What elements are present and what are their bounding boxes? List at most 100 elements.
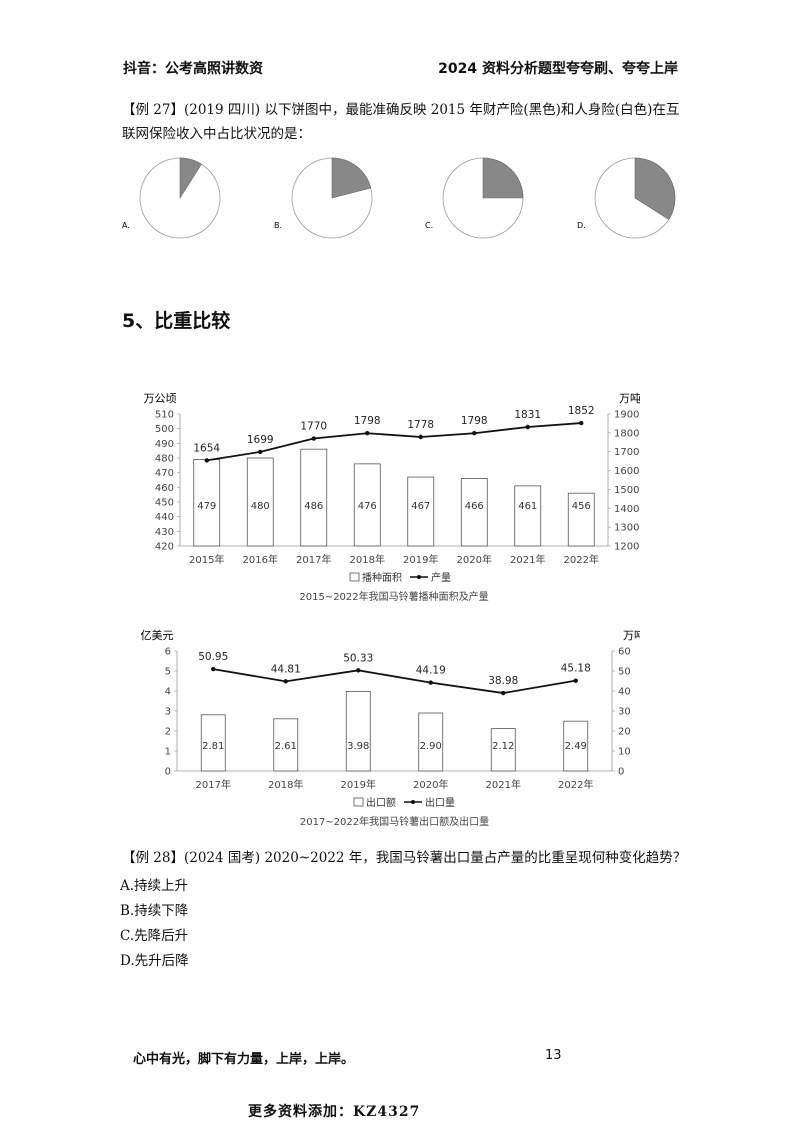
legend-bar-label: 出口额 bbox=[366, 796, 396, 809]
right-tick-label: 30 bbox=[618, 707, 631, 718]
legend-bar-label: 播种面积 bbox=[362, 571, 402, 584]
pie-option-label: B. bbox=[274, 221, 282, 230]
left-tick-label: 500 bbox=[155, 424, 174, 435]
line-value-label: 44.19 bbox=[416, 665, 446, 677]
q27-text-line1: 【例 27】(2019 四川) 以下饼图中，最能准确反映 2015 年财产险(黑… bbox=[122, 102, 680, 118]
pie-options-svg: A. B. C. D. bbox=[122, 157, 676, 239]
right-axis-unit: 万吨 bbox=[623, 629, 640, 642]
category-label: 2021年 bbox=[510, 553, 545, 566]
category-label: 2017年 bbox=[296, 553, 331, 566]
line-point bbox=[365, 431, 370, 436]
right-tick-label: 1700 bbox=[614, 447, 639, 458]
bar-value-label: 480 bbox=[251, 501, 270, 512]
q28-option-b[interactable]: B.持续下降 bbox=[120, 903, 189, 919]
legend-line-label: 产量 bbox=[431, 571, 451, 584]
section-title: 5、比重比较 bbox=[122, 310, 231, 332]
left-tick-label: 510 bbox=[155, 410, 174, 421]
line-point bbox=[525, 424, 530, 430]
bar-2019年 bbox=[407, 476, 435, 547]
bar-2017年 bbox=[300, 448, 328, 547]
right-tick-label: 1600 bbox=[614, 466, 639, 477]
right-tick-label: 40 bbox=[618, 687, 631, 698]
q27-text-line2: 联网保险收入中占比状况的是： bbox=[122, 126, 311, 142]
line-value-label: 1798 bbox=[354, 415, 381, 427]
q28-option-c[interactable]: C.先降后升 bbox=[120, 928, 189, 944]
bar-value-label: 479 bbox=[197, 501, 216, 512]
left-axis-unit: 万公顷 bbox=[144, 392, 177, 405]
chart-title: 2017~2022年我国马铃薯出口额及出口量 bbox=[300, 815, 489, 828]
bar-value-label: 2.49 bbox=[565, 741, 587, 752]
bar-value-label: 2.12 bbox=[492, 741, 514, 752]
left-tick-label: 0 bbox=[165, 767, 171, 778]
watermark-contact: 更多资料添加：KZ4327 bbox=[248, 1104, 421, 1120]
bar-2018年 bbox=[273, 718, 299, 772]
header-right: 2024 资料分析题型夸夸刷、夸夸上岸 bbox=[438, 61, 678, 77]
line-value-label: 44.81 bbox=[271, 663, 301, 675]
left-tick-label: 440 bbox=[155, 512, 174, 523]
bar-value-label: 486 bbox=[304, 501, 323, 512]
left-tick-label: 420 bbox=[155, 542, 174, 553]
line-value-label: 50.95 bbox=[198, 651, 228, 663]
pie-option-label: D. bbox=[577, 221, 586, 230]
pie-slice-dark bbox=[482, 157, 524, 199]
line-point bbox=[579, 420, 584, 426]
pie-option-a[interactable]: A. bbox=[122, 157, 221, 239]
bar-2021年 bbox=[490, 728, 516, 772]
footer-motto: 心中有光，脚下有力量，上岸，上岸。 bbox=[133, 1052, 355, 1067]
line-point bbox=[573, 678, 578, 683]
left-axis-unit: 亿美元 bbox=[141, 629, 174, 642]
category-label: 2017年 bbox=[196, 778, 231, 791]
line-series-产量 bbox=[206, 422, 582, 462]
left-tick-label: 490 bbox=[155, 439, 174, 450]
right-tick-label: 1900 bbox=[614, 410, 639, 421]
category-label: 2018年 bbox=[268, 778, 303, 791]
q28-option-a[interactable]: A.持续上升 bbox=[120, 878, 189, 894]
pie-option-b[interactable]: B. bbox=[274, 157, 373, 239]
bar-value-label: 466 bbox=[465, 501, 484, 512]
line-point bbox=[472, 431, 477, 436]
bar-value-label: 456 bbox=[572, 501, 591, 512]
line-point bbox=[356, 668, 361, 673]
line-value-label: 1770 bbox=[300, 421, 327, 433]
category-label: 2021年 bbox=[486, 778, 521, 791]
bar-value-label: 467 bbox=[411, 501, 430, 512]
line-point bbox=[418, 434, 423, 440]
q28-option-d[interactable]: D.先升后降 bbox=[120, 953, 189, 969]
left-tick-label: 4 bbox=[165, 687, 171, 698]
category-label: 2016年 bbox=[243, 553, 278, 566]
right-tick-label: 0 bbox=[618, 767, 624, 778]
pie-option-d[interactable]: D. bbox=[577, 157, 676, 239]
line-point bbox=[283, 679, 288, 684]
category-label: 2022年 bbox=[564, 553, 599, 566]
category-label: 2019年 bbox=[403, 553, 438, 566]
bar-2017年 bbox=[200, 714, 226, 772]
line-value-label: 38.98 bbox=[488, 675, 518, 687]
category-label: 2019年 bbox=[341, 778, 376, 791]
bar-2015年 bbox=[193, 459, 221, 547]
legend-bar-swatch bbox=[353, 797, 364, 807]
right-tick-label: 1400 bbox=[614, 504, 639, 515]
right-tick-label: 1500 bbox=[614, 485, 639, 496]
legend-line-marker bbox=[411, 800, 415, 804]
bar-value-label: 2.81 bbox=[202, 741, 224, 752]
category-label: 2015年 bbox=[189, 553, 224, 566]
pie-slice-dark bbox=[331, 157, 372, 199]
category-label: 2018年 bbox=[350, 553, 385, 566]
right-tick-label: 20 bbox=[618, 727, 631, 738]
line-point bbox=[428, 680, 433, 685]
chart-planting-area-output: 万公顷 万吨 420 430 440 450 460 470 480 490 500 510 1200 1… bbox=[140, 380, 642, 610]
line-point bbox=[204, 458, 209, 463]
bar-2016年 bbox=[246, 457, 274, 547]
line-value-label: 1699 bbox=[247, 434, 274, 446]
pie-option-c[interactable]: C. bbox=[425, 157, 524, 239]
left-tick-label: 470 bbox=[155, 468, 174, 479]
left-tick-label: 430 bbox=[155, 527, 174, 538]
line-value-label: 50.33 bbox=[343, 652, 373, 664]
right-tick-label: 1300 bbox=[614, 523, 639, 534]
line-value-label: 1798 bbox=[461, 415, 488, 427]
legend-line-label: 出口量 bbox=[425, 796, 455, 809]
left-tick-label: 1 bbox=[165, 747, 171, 758]
left-tick-label: 5 bbox=[165, 667, 171, 678]
right-tick-label: 1800 bbox=[614, 428, 639, 439]
